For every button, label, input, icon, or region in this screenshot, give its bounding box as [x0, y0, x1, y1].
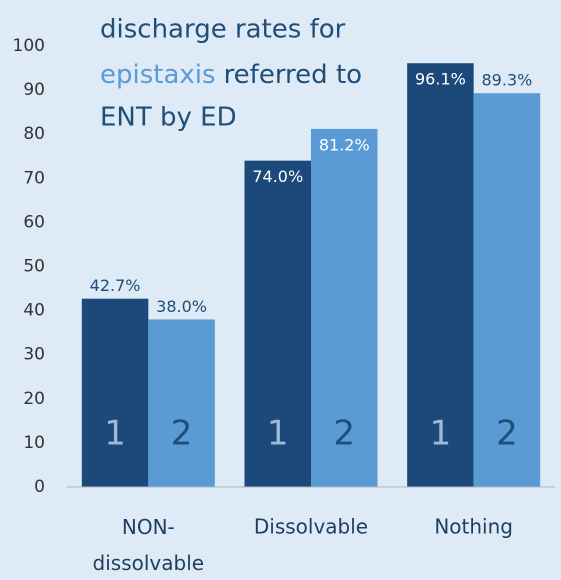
y-tick-label: 30 — [23, 345, 45, 365]
series-name: 2 — [333, 414, 355, 454]
bar — [148, 319, 215, 487]
y-tick-label: 60 — [23, 212, 45, 232]
data-label: 74.0% — [252, 167, 303, 186]
title-highlight: epistaxis — [100, 60, 216, 90]
x-tick-label: NON-dissolvable — [93, 515, 205, 575]
data-label: 42.7% — [90, 276, 141, 295]
bar — [407, 63, 474, 487]
y-tick-label: 20 — [23, 389, 45, 409]
x-tick-label: Nothing — [434, 515, 513, 539]
y-tick-label: 50 — [23, 257, 45, 277]
y-tick-label: 100 — [13, 36, 45, 56]
data-label: 89.3% — [482, 71, 533, 90]
data-label: 38.0% — [156, 297, 207, 316]
series-name: 2 — [171, 414, 193, 454]
data-label: 96.1% — [415, 70, 466, 89]
series-name: 2 — [496, 414, 518, 454]
y-tick-label: 80 — [23, 124, 45, 144]
chart-title: ENT by ED — [100, 103, 237, 133]
bar — [473, 93, 541, 487]
y-tick-label: 40 — [23, 301, 45, 321]
chart-title: discharge rates for — [100, 15, 346, 45]
y-tick-label: 90 — [23, 80, 45, 100]
series-name: 1 — [430, 414, 452, 454]
series-name: 1 — [104, 414, 126, 454]
y-tick-label: 10 — [23, 433, 45, 453]
data-label: 81.2% — [319, 135, 370, 154]
y-tick-label: 0 — [34, 477, 45, 497]
bar — [81, 298, 149, 487]
chart-title: referred to — [224, 60, 362, 90]
bar — [311, 128, 378, 487]
series-name: 1 — [267, 414, 289, 454]
x-tick-label: Dissolvable — [254, 515, 368, 539]
bar — [244, 160, 311, 487]
y-tick-label: 70 — [23, 168, 45, 188]
chart-title: epistaxis referred to — [100, 60, 362, 90]
